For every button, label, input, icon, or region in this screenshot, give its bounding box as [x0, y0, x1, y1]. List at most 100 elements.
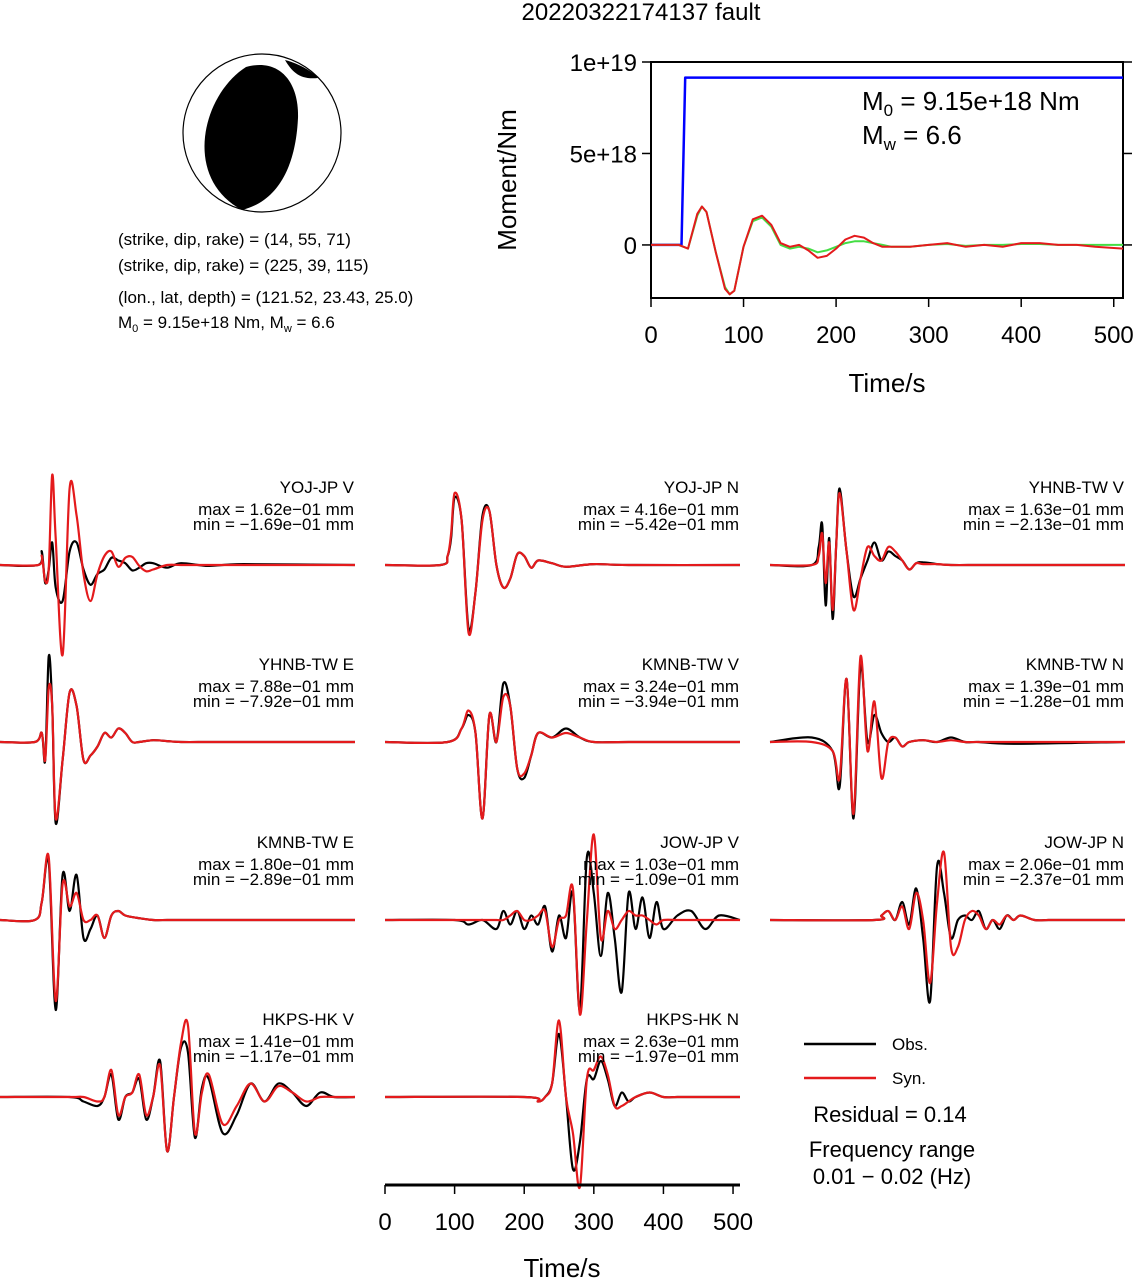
station-label: YHNB-TW E: [259, 655, 354, 674]
location-text: (lon., lat, depth) = (121.52, 23.43, 25.…: [118, 288, 413, 307]
trace-min-label: min = −2.37e−01 mm: [963, 870, 1124, 889]
trace-min-label: min = −1.09e−01 mm: [578, 870, 739, 889]
trace-max-label: max = 2.06e−01 mm: [968, 855, 1124, 874]
moment-time-plot: 0 5e+18 1e+19 0 100 200 300 400 500 Moment/Nm T…: [492, 50, 1134, 398]
synthetic-trace-jow-jp-v: [384, 833, 740, 1016]
trace-max-label: max = 1.41e−01 mm: [198, 1032, 354, 1051]
moment-y-axis: 0 5e+18 1e+19: [570, 50, 1132, 260]
station-label: KMNB-TW E: [257, 833, 354, 852]
moment-y-label: Moment/Nm: [492, 109, 522, 251]
beachball-compressional-cap: [285, 60, 318, 79]
station-label: YOJ-JP N: [664, 478, 739, 497]
synthetic-trace-kmnb-tw-e: [0, 852, 355, 1003]
moment-x-tick-label: 500: [1094, 322, 1134, 349]
moment-rate-green-line: [651, 205, 1123, 296]
nodal-plane-1-text: (strike, dip, rake) = (14, 55, 71): [118, 230, 351, 249]
waveform-x-tick-label: 500: [713, 1209, 753, 1236]
waveform-x-tick-label: 100: [435, 1209, 475, 1236]
moment-series: [651, 76, 1124, 296]
trace-min-label: min = −1.97e−01 mm: [578, 1047, 739, 1066]
trace-max-label: max = 2.63e−01 mm: [583, 1032, 739, 1051]
trace-min-label: min = −2.89e−01 mm: [193, 870, 354, 889]
trace-max-label: max = 1.80e−01 mm: [198, 855, 354, 874]
synthetic-trace-jow-jp-n: [769, 850, 1125, 985]
magnitude-text: M0 = 9.15e+18 Nm, Mw = 6.6: [118, 313, 335, 335]
legend-obs-label: Obs.: [892, 1035, 928, 1054]
trace-max-label: max = 1.62e−01 mm: [198, 500, 354, 519]
trace-min-label: min = −1.17e−01 mm: [193, 1047, 354, 1066]
waveform-x-tick-label: 200: [504, 1209, 544, 1236]
moment-x-tick-label: 300: [909, 322, 949, 349]
waveform-legend: Obs. Syn. Residual = 0.14 Frequency rang…: [804, 1035, 975, 1189]
moment-y-tick-label: 1e+19: [570, 50, 637, 77]
synthetic-trace-yoj-jp-n: [384, 491, 741, 636]
moment-x-tick-label: 400: [1001, 322, 1041, 349]
synthetic-trace-kmnb-tw-v: [384, 692, 740, 820]
observed-trace-yoj-jp-v: [0, 540, 356, 604]
synthetic-trace-yoj-jp-v: [0, 473, 355, 657]
trace-min-label: min = −7.92e−01 mm: [193, 692, 354, 711]
trace-min-label: min = −3.94e−01 mm: [578, 692, 739, 711]
trace-max-label: max = 1.63e−01 mm: [968, 500, 1124, 519]
frequency-range-value: 0.01 − 0.02 (Hz): [813, 1164, 971, 1189]
station-label: HKPS-HK V: [262, 1010, 354, 1029]
trace-max-label: max = 4.16e−01 mm: [583, 500, 739, 519]
frequency-range-title: Frequency range: [809, 1137, 975, 1162]
figure-title: 20220322174137 fault: [522, 0, 761, 26]
station-label: HKPS-HK N: [646, 1010, 739, 1029]
trace-min-label: min = −5.42e−01 mm: [578, 515, 739, 534]
moment-x-tick-label: 200: [816, 322, 856, 349]
synthetic-trace-hkps-hk-v: [0, 1018, 355, 1153]
focal-mechanism-beachball: [182, 53, 342, 213]
trace-max-label: max = 7.88e−01 mm: [198, 677, 354, 696]
synthetic-trace-hkps-hk-n: [384, 1019, 740, 1190]
beachball-compressional-quadrant: [204, 64, 299, 210]
moment-y-tick-label: 0: [624, 233, 637, 260]
trace-min-label: min = −1.28e−01 mm: [963, 692, 1124, 711]
waveform-x-label: Time/s: [523, 1253, 600, 1281]
moment-m0-annotation: M0 = 9.15e+18 Nm: [862, 86, 1080, 120]
moment-mw-annotation: Mw = 6.6: [862, 120, 962, 154]
moment-y-tick-label: 5e+18: [570, 141, 637, 168]
station-label: YHNB-TW V: [1029, 478, 1125, 497]
trace-min-label: min = −1.69e−01 mm: [193, 515, 354, 534]
station-label: KMNB-TW V: [642, 655, 740, 674]
station-label: KMNB-TW N: [1026, 655, 1124, 674]
moment-x-axis: 0 100 200 300 400 500: [644, 298, 1134, 349]
trace-max-label: max = 3.24e−01 mm: [583, 677, 739, 696]
moment-x-tick-label: 0: [644, 322, 657, 349]
waveform-x-tick-label: 300: [574, 1209, 614, 1236]
moment-x-label: Time/s: [848, 368, 925, 398]
station-label: JOW-JP V: [660, 833, 739, 852]
synthetic-trace-kmnb-tw-n: [769, 655, 1125, 816]
trace-max-label: max = 1.03e−01 mm: [583, 855, 739, 874]
nodal-plane-2-text: (strike, dip, rake) = (225, 39, 115): [118, 256, 369, 275]
station-label: YOJ-JP V: [280, 478, 355, 497]
waveform-x-tick-label: 400: [643, 1209, 683, 1236]
moment-plot-frame: [650, 61, 1124, 299]
event-info: (strike, dip, rake) = (14, 55, 71) (stri…: [118, 230, 413, 335]
trace-max-label: max = 1.39e−01 mm: [968, 677, 1124, 696]
observed-trace-jow-jp-v: [384, 850, 741, 1012]
waveform-time-axis: 0 100 200 300 400 500 Time/s: [378, 1183, 753, 1281]
synthetic-trace-yhnb-tw-e: [0, 682, 355, 821]
moment-rate-red-line: [651, 205, 1124, 296]
trace-min-label: min = −2.13e−01 mm: [963, 515, 1124, 534]
synthetic-trace-yhnb-tw-v: [769, 491, 1125, 612]
legend-syn-label: Syn.: [892, 1069, 926, 1088]
station-label: JOW-JP N: [1044, 833, 1124, 852]
residual-text: Residual = 0.14: [813, 1102, 967, 1127]
